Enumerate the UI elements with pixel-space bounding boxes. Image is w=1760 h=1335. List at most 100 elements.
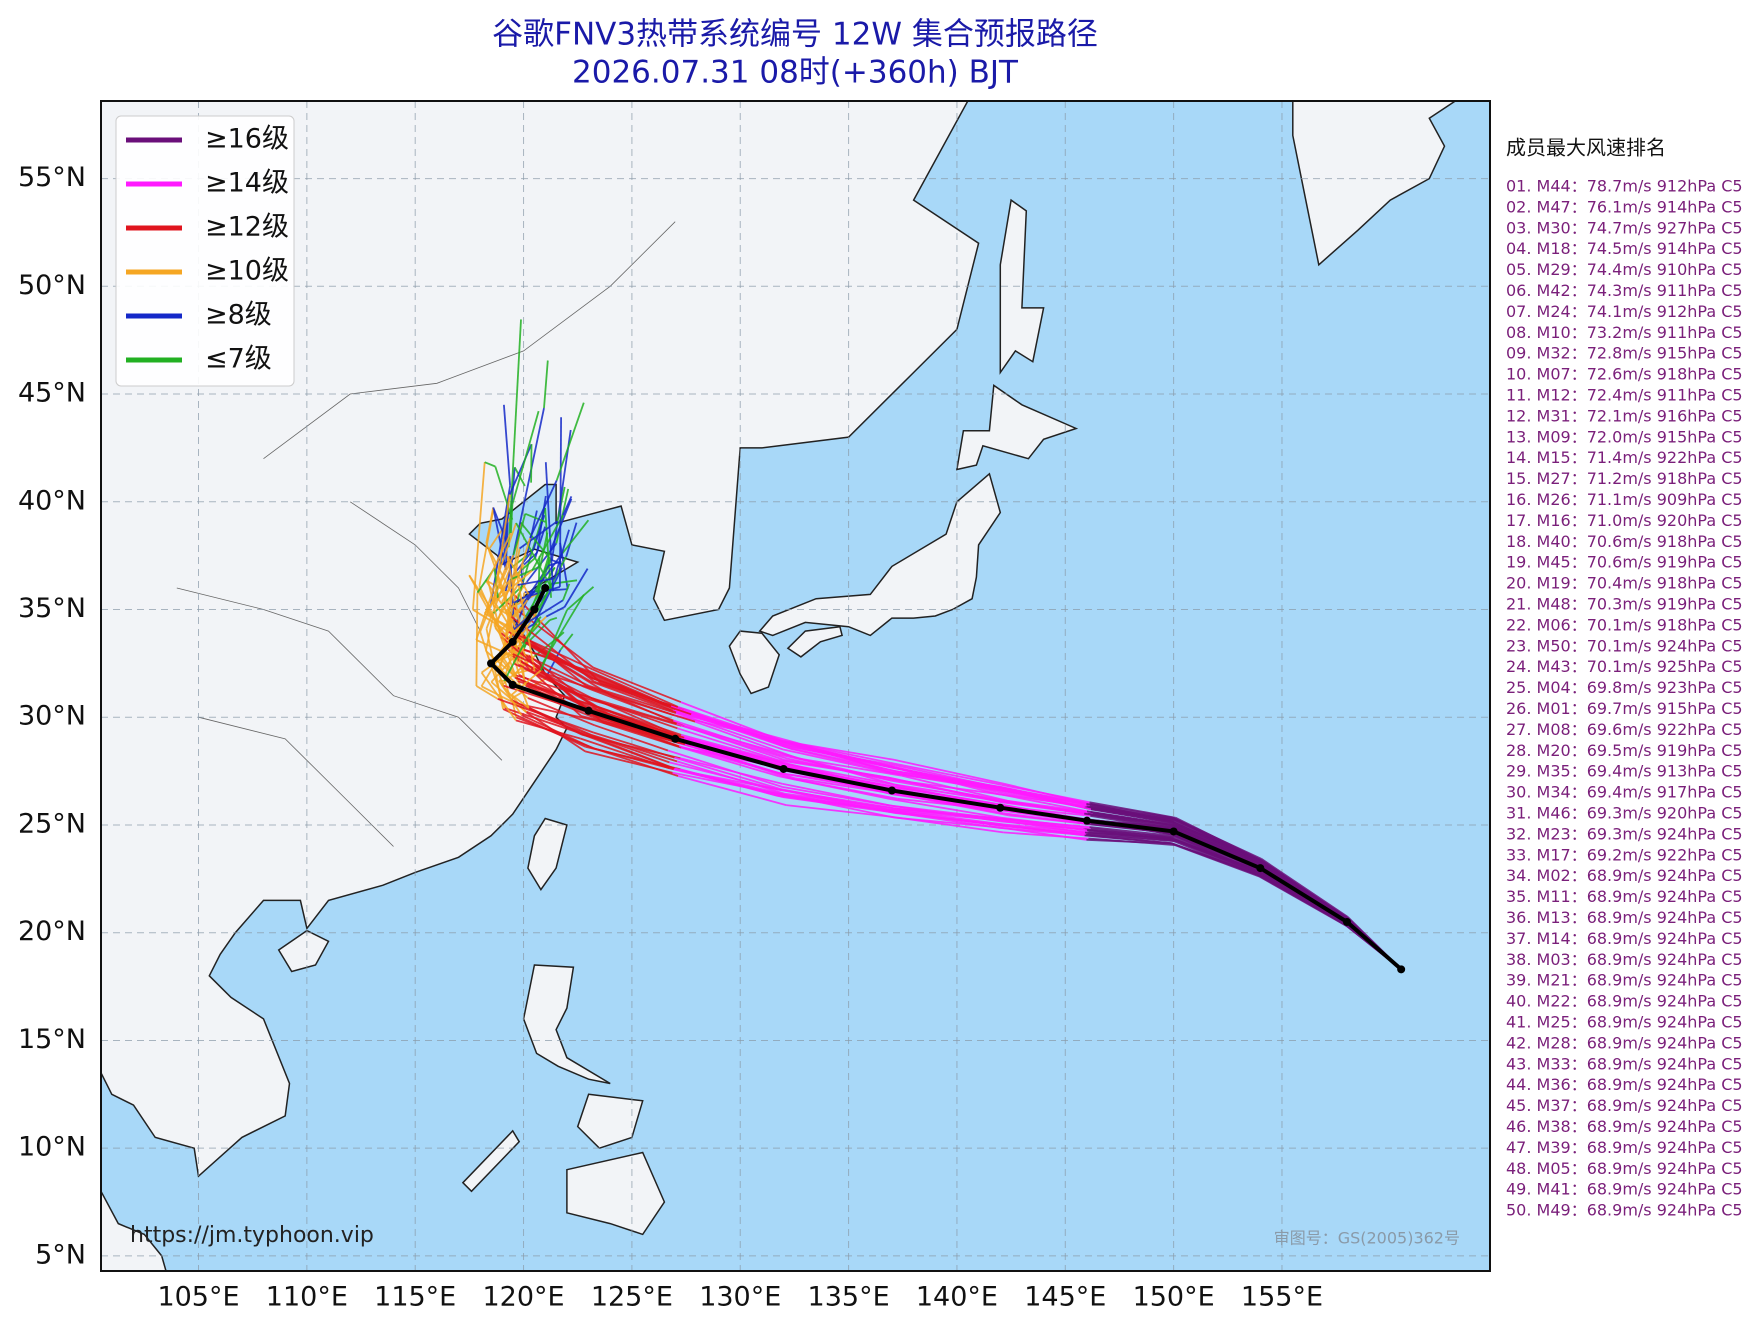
member-track [1173,821,1261,864]
ranking-item: 08. M10：73.2m/s 911hPa C5 [1506,323,1743,342]
member-track [523,648,592,673]
member-track [472,462,486,610]
member-track [784,792,897,810]
member-track [890,804,1005,820]
legend-label: ≥10级 [205,256,289,287]
map-frame [100,100,1491,1272]
member-track [583,686,674,722]
ranking-item: 50. M49：68.9m/s 924hPa C5 [1506,1201,1743,1220]
member-track [504,407,545,592]
x-tick-label: 140°E [916,1282,998,1313]
member-track [511,694,530,709]
grid-layer [101,101,1490,1271]
ranking-item: 05. M29：74.4m/s 910hPa C5 [1506,260,1743,279]
ranking-item: 43. M33：68.9m/s 924hPa C5 [1506,1054,1743,1073]
member-track [549,616,558,621]
mean-track-point [1397,965,1406,974]
ranking-item: 19. M45：70.6m/s 919hPa C5 [1506,553,1743,572]
member-track [565,522,578,557]
member-track [895,791,1004,815]
land-palawan [461,1129,521,1193]
member-track [898,793,1009,817]
member-track [494,466,514,520]
member-track [595,699,678,730]
land-luzon [522,964,611,1085]
border-line [176,587,503,761]
title: 谷歌FNV3热带系统编号 12W 集合预报路径 [492,17,1098,53]
member-track [779,739,891,764]
member-track [677,727,779,762]
member-track [1261,873,1347,926]
member-track [562,583,571,601]
ranking-item: 44. M36：68.9m/s 924hPa C5 [1506,1075,1743,1094]
legend-label: ≤7级 [205,344,272,375]
track-layer [468,319,1406,974]
ranking-item: 40. M22：68.9m/s 924hPa C5 [1506,992,1743,1011]
member-track [544,462,554,592]
member-track [512,513,527,556]
ranking-item: 10. M07：72.6m/s 918hPa C5 [1506,365,1743,384]
ranking-item: 14. M15：71.4m/s 922hPa C5 [1506,448,1743,467]
x-tick-label: 115°E [374,1282,456,1313]
member-track [509,565,541,581]
mean-track-point [1082,816,1091,825]
y-tick-label: 25°N [18,808,86,839]
x-tick-label: 125°E [591,1282,673,1313]
member-track [562,496,573,516]
member-track [677,705,780,741]
member-track [1003,824,1085,837]
ranking-item: 07. M24：74.1m/s 912hPa C5 [1506,302,1743,321]
border-line [263,221,676,460]
y-tick-label: 35°N [18,593,86,624]
member-track [513,590,536,604]
member-track [1175,819,1260,862]
member-track [543,360,549,409]
x-tick-label: 150°E [1133,1282,1215,1313]
member-track [529,480,558,539]
member-track [493,624,514,655]
member-track [592,666,682,703]
member-track [516,537,531,580]
ranking-item: 47. M39：68.9m/s 924hPa C5 [1506,1138,1743,1157]
member-track [1089,801,1176,819]
member-track [524,512,546,523]
land-layer [101,101,1457,1271]
member-track [555,402,585,481]
ranking-item: 15. M27：71.2m/s 918hPa C5 [1506,469,1743,488]
land-mindanao [566,1151,666,1236]
ranking-item: 06. M42：74.3m/s 911hPa C5 [1506,281,1743,300]
member-track [486,554,515,614]
member-track [485,507,495,544]
member-track [590,671,672,708]
member-track [1003,812,1085,825]
y-tick-label: 40°N [18,485,86,516]
land-visayas [576,1093,644,1150]
member-track [1003,818,1090,828]
member-track [534,670,610,716]
member-track [888,808,1004,822]
x-tick-label: 110°E [266,1282,348,1313]
member-track [508,443,533,495]
mean-track-point [1342,917,1351,926]
member-track [594,724,669,752]
land-hainan [277,929,330,973]
ranking-item: 35. M11：68.9m/s 924hPa C5 [1506,887,1743,906]
member-track [512,611,538,649]
member-track [589,680,677,714]
member-track [683,736,791,767]
member-track [510,504,514,534]
member-track [485,613,495,652]
member-track [1001,784,1090,804]
legend-label: ≥8级 [205,300,272,331]
member-track [1259,858,1348,919]
member-track [480,672,517,721]
mean-track-point [779,764,788,773]
member-track [1086,810,1175,826]
ranking-item: 38. M03：68.9m/s 924hPa C5 [1506,950,1743,969]
mean-track-point [996,803,1005,812]
member-track [487,532,512,581]
y-tick-label: 55°N [18,162,86,193]
member-track [590,733,678,763]
